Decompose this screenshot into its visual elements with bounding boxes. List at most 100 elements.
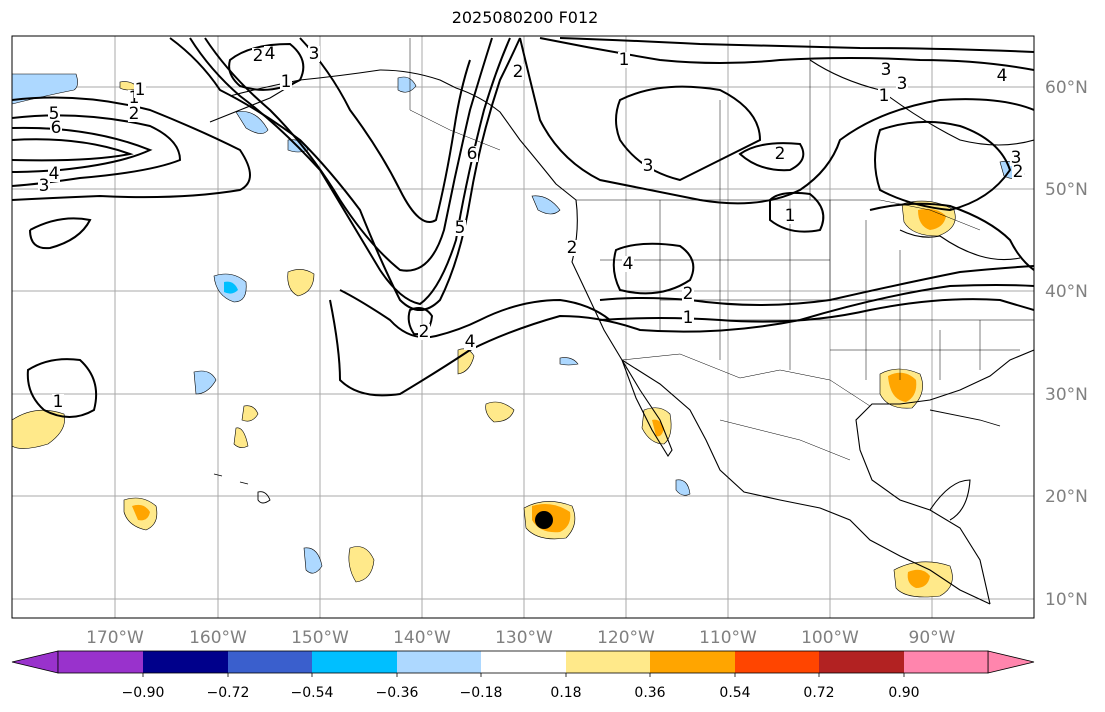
colorbar-segment (904, 651, 988, 673)
contour-line (12, 126, 153, 173)
contour-label-halo (308, 46, 320, 62)
fill-blob (12, 409, 65, 449)
contour-line (12, 96, 251, 201)
contour-label: 2 (1013, 162, 1024, 182)
contour-label-halo (682, 286, 694, 302)
contour-line (329, 284, 1034, 397)
political-borders (409, 38, 1034, 461)
contour-label-halo (418, 324, 430, 340)
longitude-tick-label: 160°W (189, 628, 247, 648)
colorbar-min-extension (11, 650, 59, 674)
contour-label: 2 (419, 322, 430, 342)
contour-label-halo (566, 240, 578, 256)
colorbar-tick-label: 0.90 (888, 685, 919, 701)
colorbar-segment (397, 651, 481, 673)
contour-label-halo (252, 48, 264, 64)
contour-label: 2 (129, 104, 140, 124)
canada-us-border (576, 199, 981, 231)
positive-anomaly-fills (12, 81, 956, 598)
contour-label: 1 (619, 50, 630, 70)
colorbar-segment (650, 651, 735, 673)
longitude-tick-label: 120°W (597, 628, 655, 648)
contour-label: 6 (467, 144, 478, 164)
mexico-state-line (719, 419, 851, 461)
contour-label: 1 (785, 206, 796, 226)
contour-label: 2 (683, 284, 694, 304)
contour-label-halo (38, 178, 50, 194)
north-america-coast (455, 87, 991, 605)
contour-line (559, 37, 1034, 53)
contour-label-halo (880, 62, 892, 78)
contour-label-halo (466, 146, 478, 162)
fill-blob (485, 401, 515, 423)
contour-label-halo (128, 106, 140, 122)
contour-label: 1 (53, 392, 64, 412)
us-mexico-border (621, 353, 871, 407)
contour-line (204, 37, 493, 272)
contour-label: 2 (253, 46, 264, 66)
colorbar-tick-label: −0.54 (291, 685, 334, 701)
coastlines (209, 59, 1034, 605)
contour-label-halo (682, 310, 694, 326)
contour-label: 4 (997, 66, 1008, 86)
contour-label: 3 (309, 44, 320, 64)
contour-line (29, 217, 92, 250)
fill-blob (397, 76, 417, 93)
contour-label: 3 (881, 60, 892, 80)
colorbar-tick-label: 0.54 (719, 685, 750, 701)
contour-line (189, 37, 511, 306)
colorbar: −0.90 −0.72 −0.54 −0.36 −0.18 0.18 0.36 0.54 0.7… (11, 650, 1035, 701)
contour-label: 4 (465, 332, 476, 352)
colorbar-tick-label: 0.18 (550, 685, 581, 701)
contour-line (615, 85, 762, 182)
contour-label-halo (642, 158, 654, 174)
contour-label: 3 (897, 74, 908, 94)
longitude-tick-label: 100°W (801, 628, 859, 648)
contour-label-halo (48, 166, 60, 182)
contour-line (738, 142, 805, 172)
longitude-labels: 170°W 160°W 150°W 140°W 130°W 120°W 110°W 100°W… (86, 628, 956, 648)
fill-blob (233, 427, 249, 448)
contour-label-halo (464, 334, 476, 350)
fill-blob (303, 547, 323, 574)
hurricane-center-dot (535, 511, 553, 529)
fill-blob (348, 546, 375, 583)
map-title: 2025080200 F012 (451, 8, 599, 27)
contour-label: 6 (51, 118, 62, 138)
fill-blob (287, 269, 315, 297)
longitude-tick-label: 110°W (699, 628, 757, 648)
colorbar-outline (57, 650, 989, 674)
contour-label-halo (280, 74, 292, 90)
contour-label-halo (774, 146, 786, 162)
contour-label: 2 (567, 238, 578, 258)
colorbar-tick-label: 0.36 (634, 685, 665, 701)
fill-blob (531, 195, 561, 215)
graticule (12, 36, 1034, 618)
contour-label-halo (264, 46, 276, 62)
contour-line (169, 37, 521, 311)
latitude-tick-label: 30°N (1045, 385, 1088, 405)
contour-label-halo (622, 256, 634, 272)
longitude-tick-label: 170°W (86, 628, 144, 648)
fill-blob (888, 372, 917, 402)
contour-label: 3 (39, 176, 50, 196)
latitude-labels: 60°N 50°N 40°N 30°N 20°N 10°N (1045, 78, 1088, 610)
latitude-tick-label: 10°N (1045, 590, 1088, 610)
contour-label-halo (878, 88, 890, 104)
hawaii-island (213, 473, 223, 477)
yucatan-coast (929, 479, 971, 521)
fill-blob (235, 111, 269, 134)
map-frame (11, 35, 1035, 619)
contour-label: 1 (135, 80, 146, 100)
contour-label: 5 (49, 104, 60, 124)
fill-blob (907, 569, 930, 588)
longitude-tick-label: 130°W (495, 628, 553, 648)
contour-label: 5 (455, 218, 466, 238)
contour-label: 1 (281, 72, 292, 92)
colorbar-segment (312, 651, 397, 673)
contour-label: 2 (775, 144, 786, 164)
great-lakes (899, 229, 1021, 261)
latitude-tick-label: 60°N (1045, 78, 1088, 98)
colorbar-segment (566, 651, 650, 673)
